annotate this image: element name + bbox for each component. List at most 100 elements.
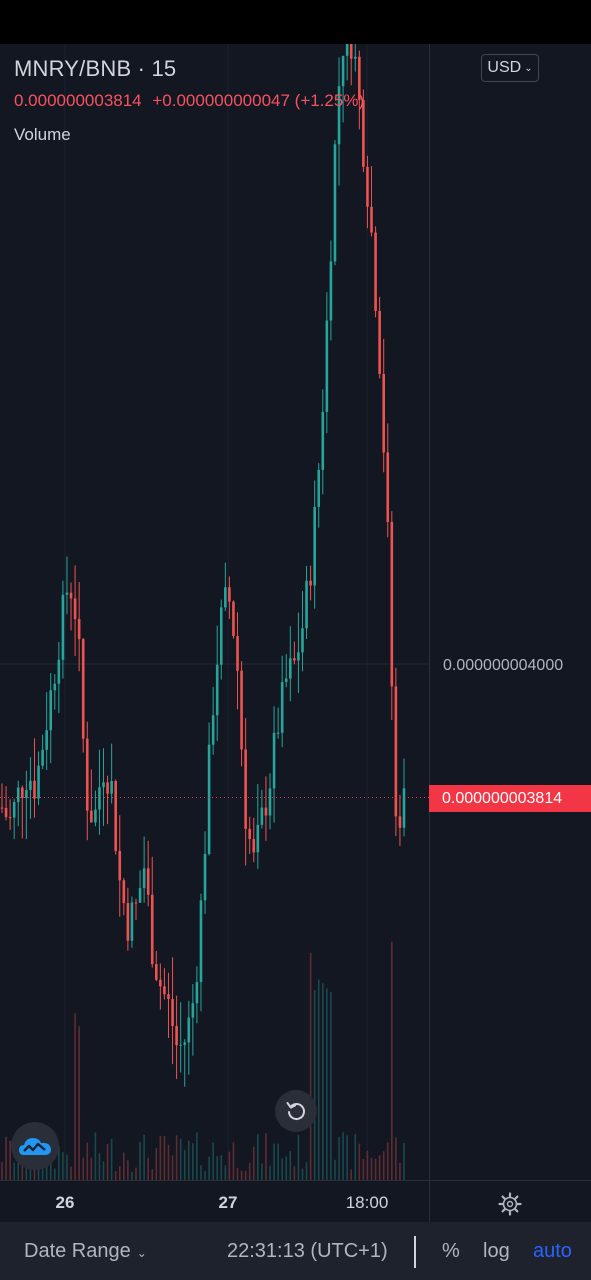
volume-bar [305,1162,308,1180]
candle-body [386,452,390,522]
candle-body [114,781,117,851]
candle-body [146,868,150,895]
candle-body [244,749,247,829]
percent-scale-toggle[interactable]: % [442,1240,460,1262]
candle-body [53,683,57,691]
volume-bar [86,1142,89,1180]
candle-body [110,781,113,794]
candle-body [69,592,73,599]
candlestick-chart[interactable] [0,44,591,1180]
candle-body [378,310,381,375]
reset-chart-icon[interactable] [275,1090,317,1132]
candle-body [171,998,174,1026]
candle-body [256,824,260,853]
candle-body [138,888,142,903]
candle-body [301,628,304,653]
candle-body [333,144,337,262]
date-range-button[interactable]: Date Range ⌄ [24,1240,147,1263]
volume-bar [220,1155,223,1180]
auto-scale-toggle[interactable]: auto [533,1240,572,1262]
candle-body [215,664,219,716]
candle-body [118,850,122,881]
volume-bar [382,1151,385,1180]
volume-bar [167,1144,170,1180]
candle-body [252,839,256,853]
candle-body [142,868,146,889]
candle-body [183,1042,187,1045]
candle-body [289,658,292,679]
volume-bar [90,1157,93,1180]
candle-body [329,261,333,321]
volume-bar [187,1140,190,1180]
volume-bar [114,1171,117,1180]
volume-bar [224,1165,227,1180]
volume-bar [281,1158,283,1180]
candle-body [260,807,264,825]
candle-body [41,749,44,766]
volume-bar [257,1134,259,1180]
candle-body [280,681,284,733]
volume-bar [163,1136,166,1180]
volume-bar [342,1132,344,1180]
time-axis-separator [0,1180,591,1181]
candle-body [232,601,235,637]
volume-bar [362,1158,365,1180]
candle-body [305,580,308,629]
volume-bar [183,1149,186,1180]
volume-bar [391,941,393,1180]
volume-bar [326,988,328,1180]
volume-bar [204,1171,206,1180]
volume-bar [62,1152,64,1180]
candle-body [25,789,28,799]
volume-bar [196,1132,198,1180]
volume-bar [403,1142,405,1180]
candle-body [268,788,272,816]
volume-bar [25,1164,28,1180]
currency-label: USD [487,59,522,76]
clock-timezone[interactable]: 22:31:13 (UTC+1) [227,1240,388,1262]
volume-bar [301,1168,304,1180]
volume-bar [139,1141,141,1180]
price-change-line: 0.000000003814 +0.000000000047 (+1.25%) [14,91,364,111]
volume-bar [110,1138,113,1180]
volume-bar [5,1136,7,1180]
volume-bar [212,1142,214,1180]
candle-body [325,320,329,412]
candle-body [126,903,130,941]
candle-body [191,1003,195,1018]
candle-body [167,994,170,999]
candle-body [106,782,109,794]
volume-bar [147,1157,149,1180]
volume-bar [78,1026,80,1180]
tradingview-cloud-logo-icon[interactable] [11,1122,59,1170]
volume-bar [1,1162,3,1180]
volume-bar [33,1162,36,1180]
time-axis-label: 18:00 [345,1193,389,1212]
volume-bar [289,1150,292,1180]
volume-bar [66,1154,68,1180]
price-change: +0.000000000047 (+1.25%) [152,91,365,110]
volume-indicator-label[interactable]: Volume [14,125,71,144]
volume-bar [159,1135,162,1180]
candle-body [0,807,4,809]
volume-bar [273,1143,275,1180]
candle-body [370,206,373,233]
candle-body [16,787,20,803]
status-bar [0,0,591,44]
log-scale-toggle[interactable]: log [483,1240,510,1262]
volume-bar [236,1167,239,1180]
candle-body [102,782,105,788]
volume-bar [135,1167,137,1180]
candle-body [366,166,369,207]
volume-bar [297,1135,300,1180]
gear-icon[interactable] [498,1192,522,1216]
volume-bar [118,1166,121,1180]
candle-body [98,787,101,810]
volume-bar [366,1150,369,1180]
candle-body [272,732,276,789]
currency-selector[interactable]: USD ⌄ [481,54,539,82]
candle-body [293,658,296,661]
chart-pane[interactable] [0,44,591,1180]
candle-body [228,587,231,602]
symbol-title[interactable]: MNRY/BNB · 15 [14,56,177,81]
